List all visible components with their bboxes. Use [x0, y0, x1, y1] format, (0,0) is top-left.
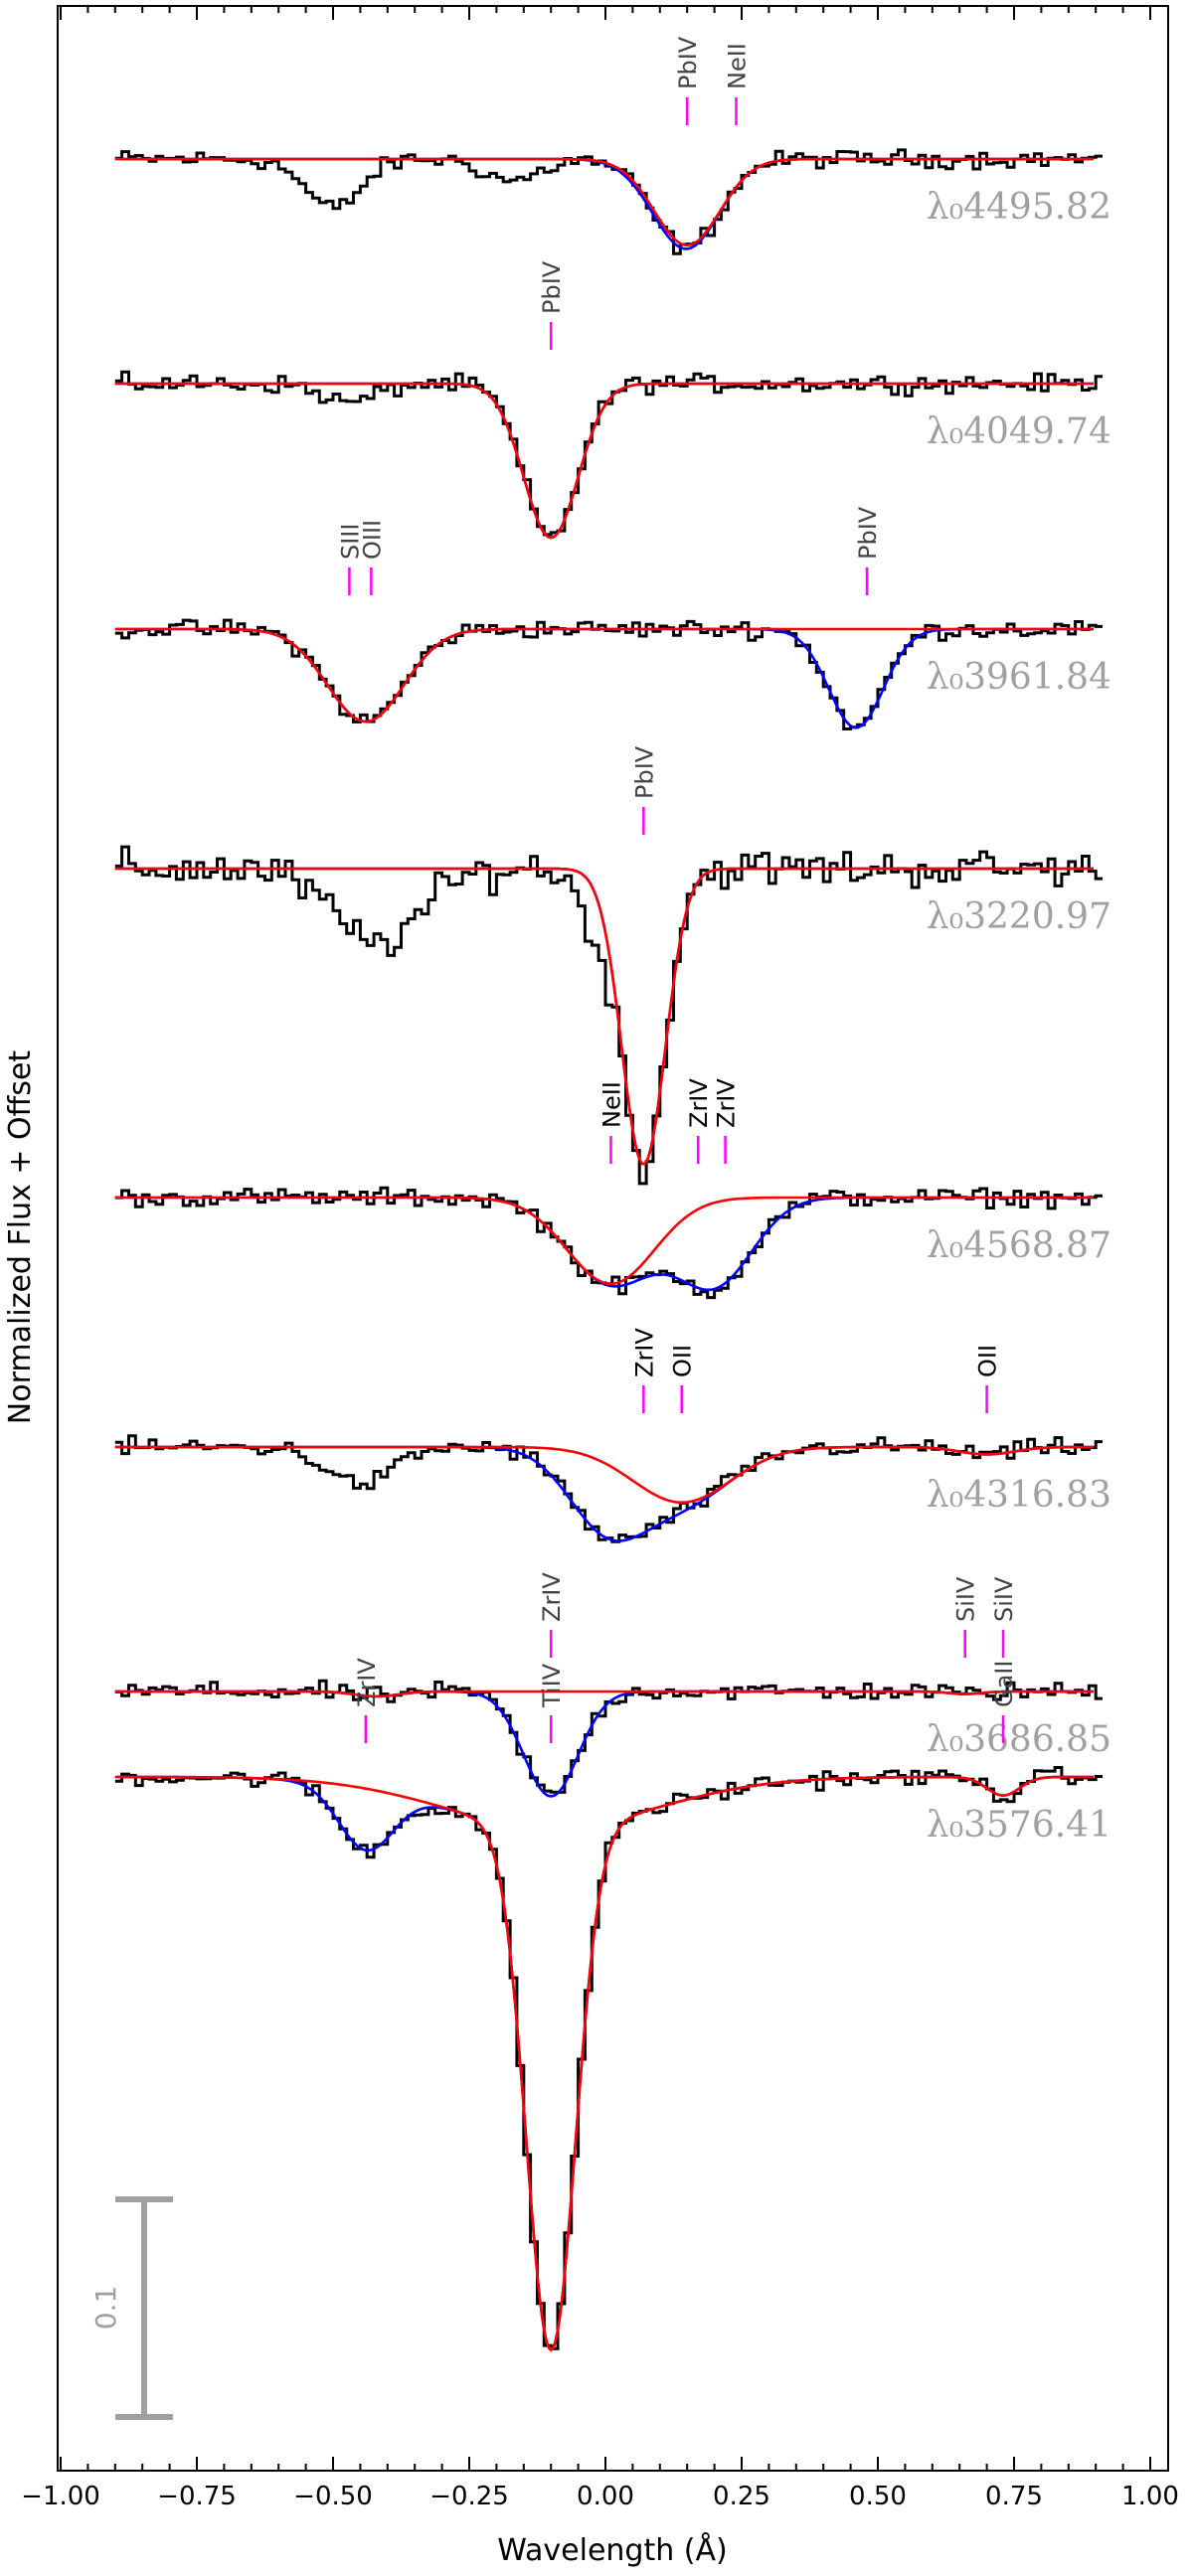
lambda-label: λ₀3686.85	[927, 1719, 1111, 1760]
lambda-label: λ₀3961.84	[927, 657, 1111, 698]
x-tick-label: 0.00	[577, 2482, 634, 2511]
ion-label: OII	[974, 1345, 1002, 1377]
lambda-label: λ₀3576.41	[927, 1805, 1111, 1846]
ion-label: SiIV	[952, 1576, 980, 1622]
x-tick-label: 0.25	[713, 2482, 770, 2511]
ion-label: NeII	[597, 1081, 625, 1128]
x-tick-label: −0.50	[293, 2482, 373, 2511]
scale-bar: 0.1	[89, 2196, 173, 2420]
ion-label: ZrIV	[538, 1572, 566, 1622]
x-axis: −1.00 −0.75 −0.50 −0.25 0.00 0.25 0.50 0.75 1.00	[21, 6, 1179, 2511]
ion-label: NeII	[724, 43, 752, 89]
component-model-curve	[114, 157, 1094, 247]
spectrum-panel: NeII ZrIV ZrIV λ₀4568.87	[114, 1078, 1111, 1300]
observed-spectrum	[114, 1766, 1103, 2350]
ion-label: GaII	[990, 1661, 1018, 1707]
component-model-curve	[114, 627, 1094, 724]
lambda-label: λ₀4049.74	[927, 411, 1111, 452]
observed-spectrum	[114, 845, 1103, 1186]
spectrum-panel: PbIV λ₀3220.97	[114, 745, 1111, 1186]
ion-label: PbIV	[538, 260, 566, 314]
spectrum-panel: PbIV NeII λ₀4495.82	[114, 36, 1111, 255]
ion-label: SiIV	[990, 1576, 1018, 1622]
observed-spectrum	[114, 370, 1103, 537]
spectrum-panel: ZrIV TiIV GaII λ₀3576.41	[114, 1658, 1111, 2352]
ion-label: ZrIV	[685, 1078, 713, 1128]
ion-label: OII	[669, 1345, 697, 1377]
ion-label: ZrIV	[353, 1658, 381, 1707]
x-tick-label: 1.00	[1121, 2482, 1179, 2511]
ion-label: ZrIV	[713, 1078, 741, 1128]
ion-label: OIII	[358, 520, 386, 560]
component-model-curve	[114, 867, 1094, 1166]
x-axis-title: Wavelength (Å)	[497, 2532, 727, 2568]
scale-bar-label: 0.1	[89, 2286, 122, 2331]
ion-label: ZrIV	[630, 1328, 658, 1377]
component-model-curve	[114, 1775, 1094, 2352]
y-axis-title: Normalized Flux + Offset	[3, 1050, 38, 1425]
x-tick-label: 0.75	[985, 2482, 1043, 2511]
x-tick-label: 0.50	[849, 2482, 907, 2511]
component-model-curve	[114, 1690, 1094, 1698]
ion-label: SIII	[336, 524, 364, 560]
ion-label: PbIV	[674, 36, 702, 89]
ion-label: PbIV	[854, 506, 882, 560]
lambda-label: λ₀4495.82	[927, 187, 1111, 228]
lambda-label: λ₀4568.87	[927, 1225, 1111, 1266]
x-tick-label: −1.00	[21, 2482, 100, 2511]
spectrum-panel: PbIV λ₀4049.74	[114, 260, 1111, 540]
ion-label: PbIV	[630, 745, 658, 799]
lambda-label: λ₀4316.83	[927, 1475, 1111, 1516]
lambda-label: λ₀3220.97	[927, 896, 1111, 937]
plot-frame	[57, 5, 1169, 2472]
ion-label: TiIV	[538, 1663, 566, 1708]
spectrum-panel: ZrIV SiIV SiIV λ₀3686.85	[114, 1572, 1111, 1798]
x-tick-label: −0.75	[157, 2482, 237, 2511]
component-model-curve	[114, 1196, 1094, 1286]
component-model-curve	[114, 382, 1094, 540]
component-model-curve	[114, 1445, 1094, 1505]
x-tick-label: −0.25	[429, 2482, 509, 2511]
spectrum-panel: ZrIV OII OII λ₀4316.83	[114, 1328, 1111, 1543]
